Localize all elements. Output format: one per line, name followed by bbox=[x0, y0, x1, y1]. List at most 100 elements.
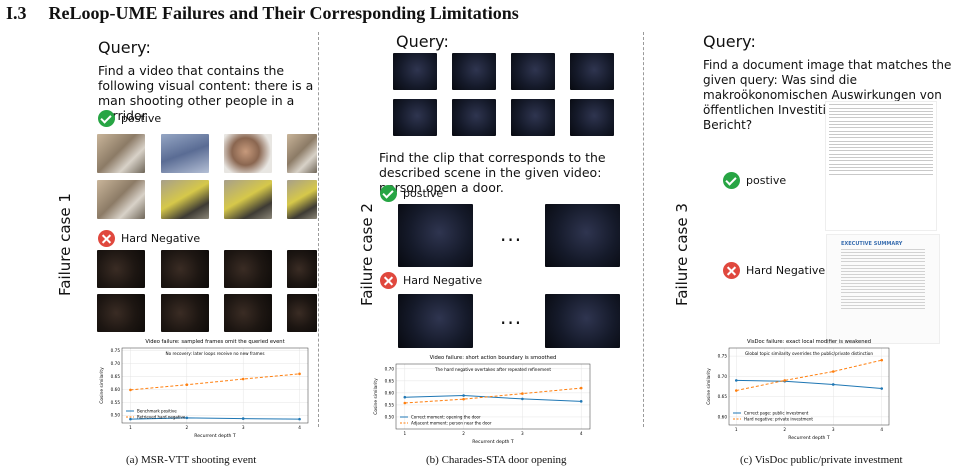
doc-text-line bbox=[829, 104, 933, 106]
video-frame bbox=[161, 250, 209, 288]
doc-text-line bbox=[841, 252, 925, 254]
positive-label: postive bbox=[403, 187, 444, 200]
plot-frame bbox=[395, 363, 591, 430]
data-point bbox=[298, 372, 301, 376]
doc-text-line bbox=[829, 160, 933, 162]
video-frame bbox=[287, 134, 317, 173]
chart-annotation: Global topic similarity overrides the pu… bbox=[745, 351, 873, 356]
failure-case-label: Failure case 3 bbox=[673, 203, 691, 306]
video-frame bbox=[224, 180, 272, 219]
ellipsis: ... bbox=[500, 305, 523, 329]
x-tick-label: 2 bbox=[462, 431, 465, 436]
figure-caption: (a) MSR-VTT shooting event bbox=[126, 454, 257, 466]
similarity-chart: Video failure: sampled frames omit the q… bbox=[99, 339, 309, 439]
doc-text-line bbox=[841, 289, 925, 291]
data-point bbox=[579, 386, 583, 390]
chart-annotation: No recovery: later loops receive no new … bbox=[165, 351, 264, 356]
x-tick-label: 3 bbox=[242, 425, 245, 430]
video-frame bbox=[97, 294, 145, 332]
series-line bbox=[130, 373, 300, 391]
video-frame bbox=[452, 53, 496, 90]
doc-text-line bbox=[829, 140, 933, 142]
doc-text-line bbox=[829, 166, 933, 168]
x-tick-label: 4 bbox=[298, 425, 301, 430]
legend-label: Retrieved hard negative bbox=[137, 415, 186, 420]
data-point bbox=[403, 395, 407, 399]
similarity-chart: Video failure: short action boundary is … bbox=[373, 355, 591, 445]
video-frame bbox=[545, 294, 620, 348]
y-axis-label: Cosine similarity bbox=[99, 367, 105, 404]
cross-icon bbox=[723, 262, 740, 279]
data-point bbox=[880, 387, 884, 390]
video-frame bbox=[511, 53, 555, 90]
similarity-chart: VisDoc failure: exact local modifier is … bbox=[706, 339, 890, 441]
doc-text-line bbox=[829, 114, 933, 116]
video-frame bbox=[393, 99, 437, 136]
failure-case-label: Failure case 1 bbox=[56, 193, 74, 296]
doc-text-line bbox=[829, 107, 933, 109]
video-frame bbox=[393, 53, 437, 90]
doc-text-line bbox=[829, 120, 933, 122]
video-frame bbox=[287, 250, 317, 288]
data-point bbox=[241, 377, 245, 381]
positive-tag: postive bbox=[380, 185, 443, 202]
data-point bbox=[521, 392, 524, 395]
data-point bbox=[880, 358, 884, 362]
doc-text-line bbox=[841, 307, 925, 309]
data-point bbox=[403, 401, 407, 405]
doc-text-line bbox=[841, 267, 925, 269]
doc-text-line bbox=[829, 173, 933, 175]
positive-label: postive bbox=[121, 112, 162, 125]
y-tick-label: 0.70 bbox=[385, 366, 395, 371]
positive-tag: postive bbox=[98, 110, 161, 127]
legend-label: Adjacent moment: person near the door bbox=[411, 421, 492, 426]
query-title: Query: bbox=[98, 38, 151, 57]
y-tick-label: 0.65 bbox=[385, 378, 395, 383]
doc-text-line bbox=[829, 117, 933, 119]
x-tick-label: 3 bbox=[832, 427, 835, 432]
positive-label: postive bbox=[746, 174, 787, 187]
video-frame bbox=[97, 180, 145, 219]
data-point bbox=[129, 417, 132, 421]
video-frame bbox=[161, 294, 209, 332]
doc-text-line bbox=[829, 153, 933, 155]
failure-case-label: Failure case 2 bbox=[358, 203, 376, 306]
negative-label: Hard Negative bbox=[746, 264, 826, 277]
x-tick-label: 1 bbox=[403, 431, 406, 436]
doc-text-line bbox=[829, 157, 933, 159]
doc-text-line bbox=[841, 255, 925, 257]
data-point bbox=[241, 417, 245, 420]
doc-text-line bbox=[829, 143, 933, 145]
video-frame bbox=[398, 294, 473, 348]
cross-icon bbox=[380, 272, 397, 289]
data-point bbox=[185, 383, 189, 387]
doc-text-line bbox=[829, 124, 933, 126]
y-tick-label: 0.65 bbox=[718, 394, 728, 399]
x-tick-label: 1 bbox=[129, 425, 132, 430]
data-point bbox=[462, 397, 465, 401]
video-frame bbox=[224, 294, 272, 332]
chart-title: VisDoc failure: exact local modifier is … bbox=[747, 339, 871, 345]
series-line bbox=[404, 387, 582, 404]
negative-document-image: EXECUTIVE SUMMARY bbox=[826, 234, 940, 344]
section-number: I.3 bbox=[6, 3, 27, 23]
video-frame bbox=[570, 53, 614, 90]
y-tick-label: 0.60 bbox=[385, 390, 395, 395]
data-point bbox=[185, 416, 189, 420]
doc-text-line bbox=[841, 273, 925, 275]
x-tick-label: 4 bbox=[580, 431, 583, 436]
data-point bbox=[129, 388, 132, 392]
ellipsis: ... bbox=[500, 222, 523, 246]
series-line bbox=[130, 417, 300, 420]
data-point bbox=[521, 397, 524, 401]
video-frame bbox=[452, 99, 496, 136]
panel-separator bbox=[643, 32, 644, 427]
y-tick-label: 0.50 bbox=[111, 413, 121, 418]
legend-label: Benchmark positive bbox=[137, 409, 177, 414]
chart-annotation: The hard negative overtakes after repeat… bbox=[434, 367, 551, 372]
doc-text-line bbox=[841, 270, 925, 272]
check-icon bbox=[380, 185, 397, 202]
doc-text-line bbox=[829, 133, 933, 135]
data-point bbox=[298, 417, 301, 421]
query-title: Query: bbox=[396, 32, 449, 51]
